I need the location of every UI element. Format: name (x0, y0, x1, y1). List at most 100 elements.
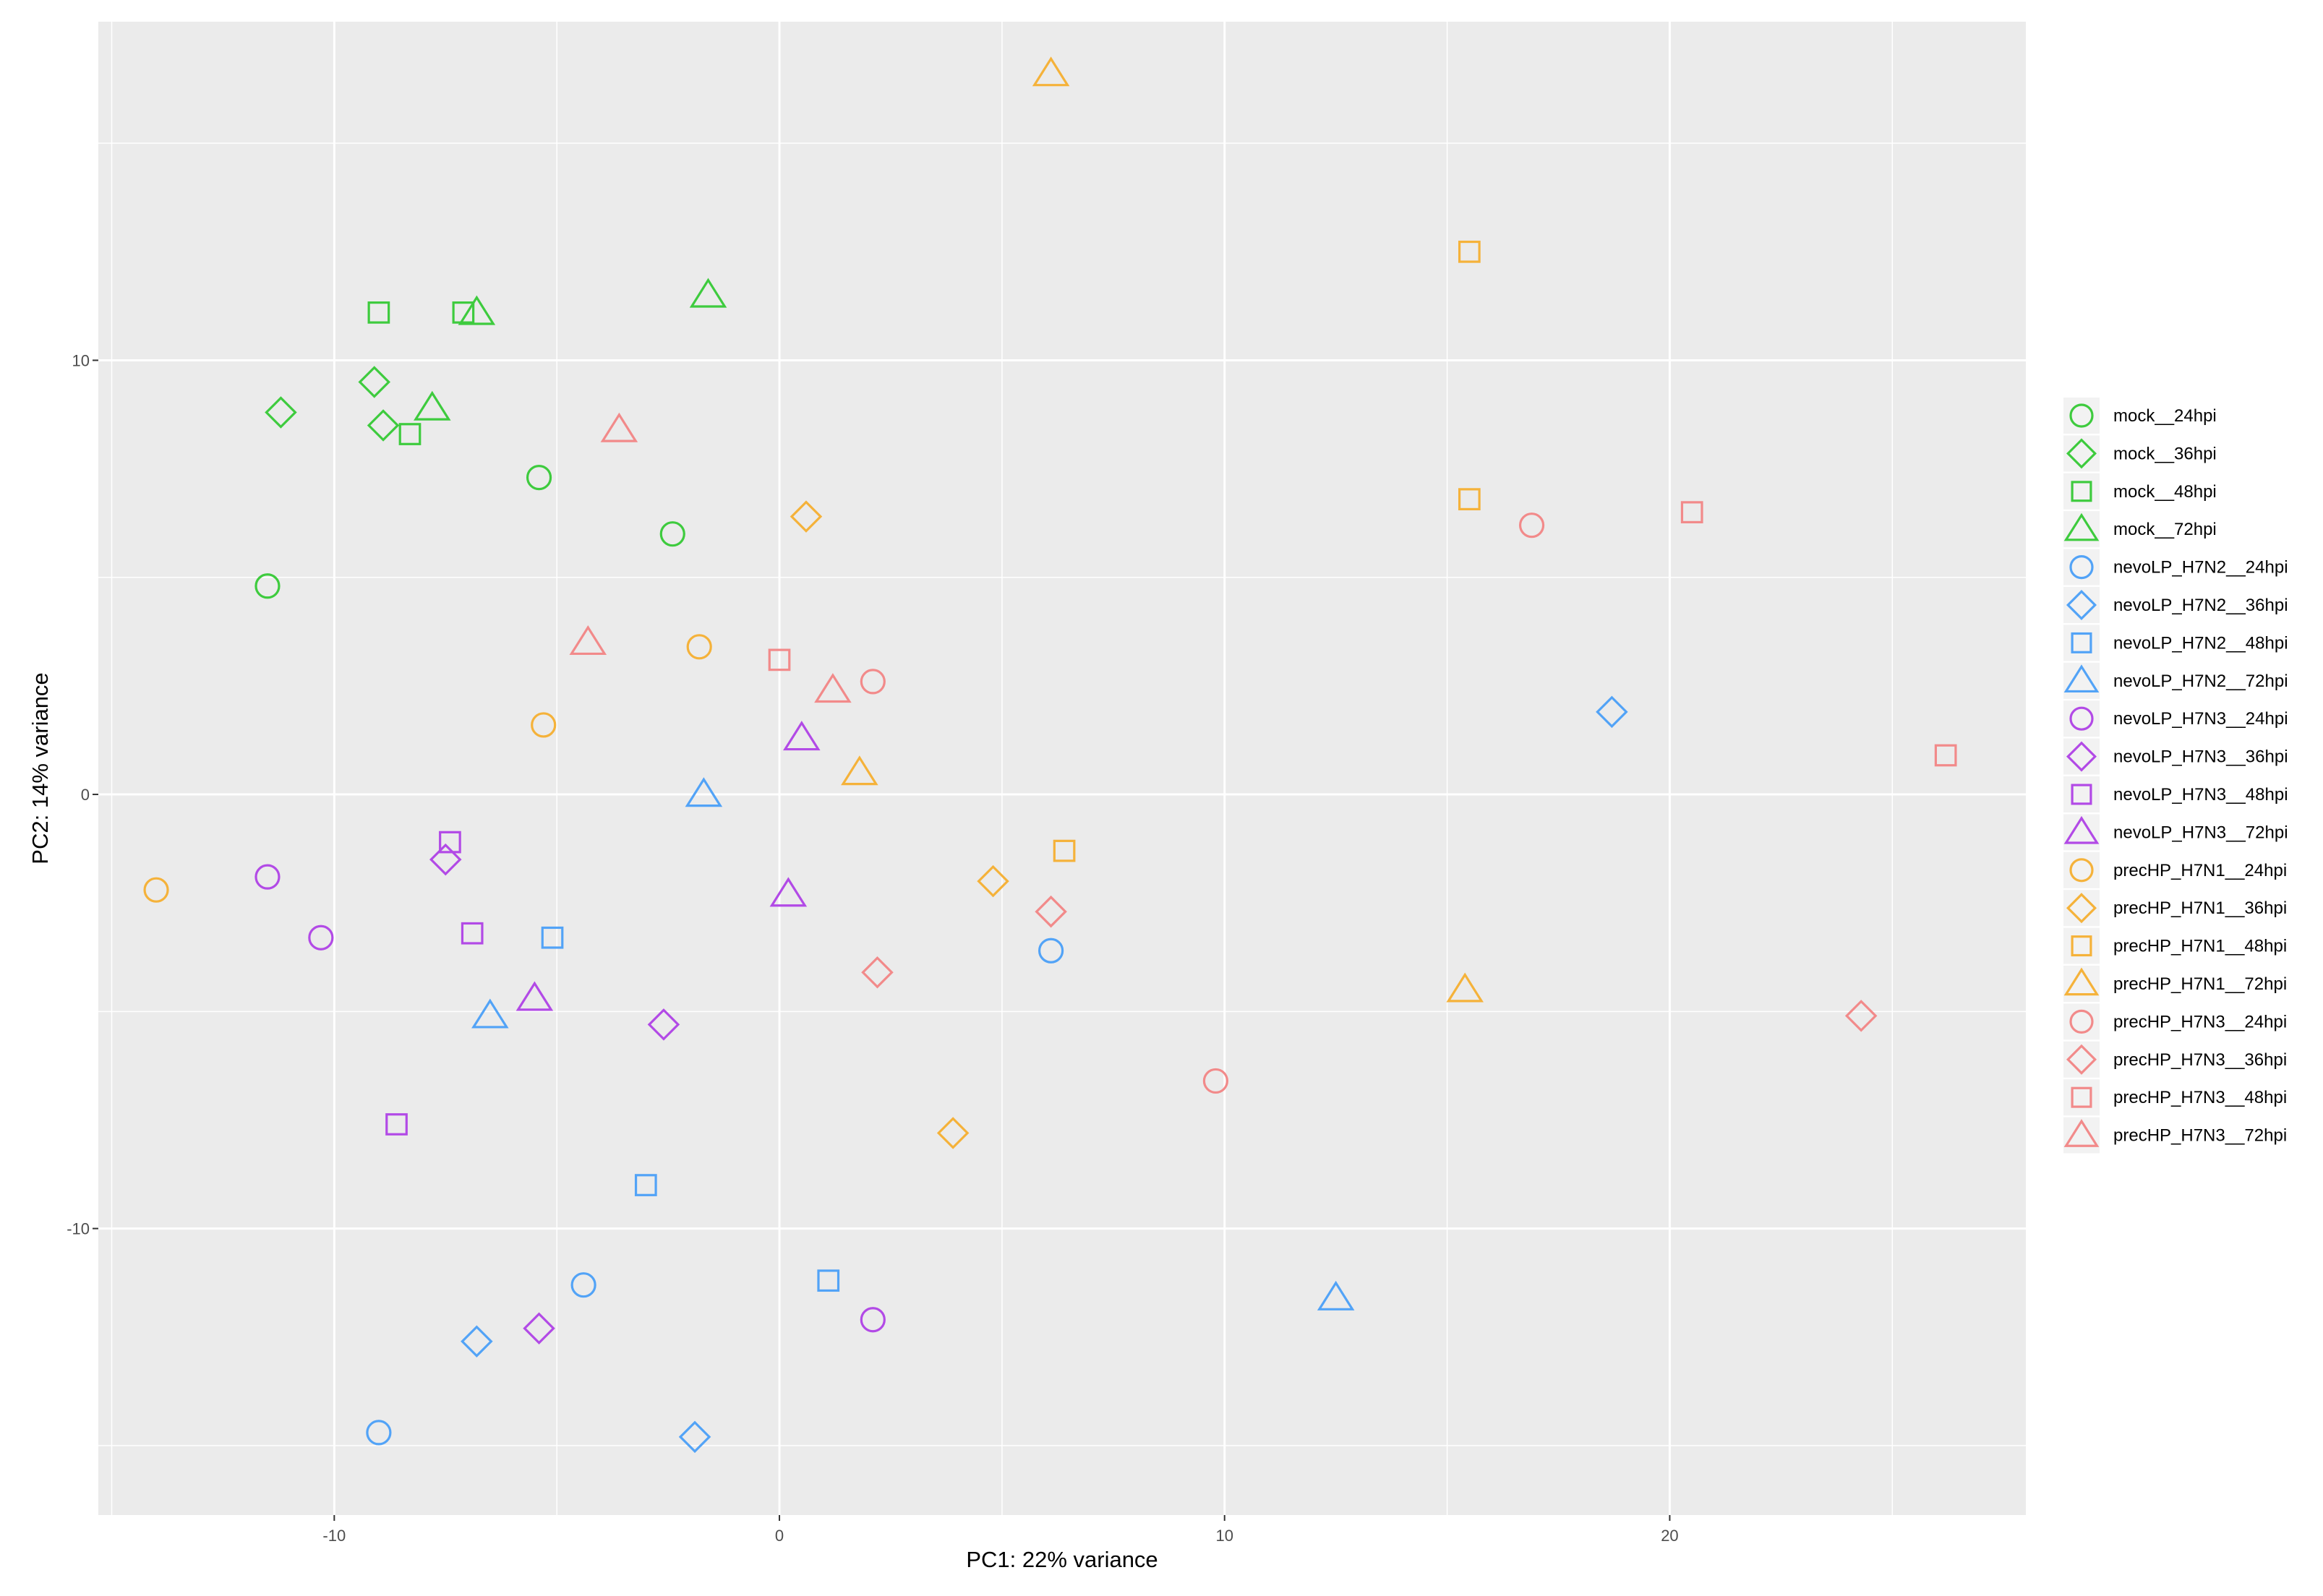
legend-label: precHP_H7N1__48hpi (2113, 937, 2287, 956)
point-circle (659, 521, 685, 547)
point-circle (308, 924, 334, 951)
point-diamond (678, 1420, 711, 1454)
y-axis-ticks: -10 0 10 (67, 351, 98, 1238)
legend-key (2063, 927, 2100, 964)
legend-triangle-icon (2063, 1119, 2100, 1147)
legend-triangle-icon (2063, 664, 2100, 693)
legend-square-icon (2071, 1086, 2092, 1108)
legend-label: precHP_H7N1__36hpi (2113, 898, 2287, 918)
point-diamond (367, 409, 400, 442)
point-circle (143, 877, 169, 903)
legend-diamond-icon (2066, 741, 2097, 772)
point-diamond (1035, 895, 1067, 928)
legend-key (2063, 1079, 2100, 1116)
legend-label: mock__24hpi (2113, 406, 2217, 426)
legend-label: precHP_H7N3__24hpi (2113, 1012, 2287, 1031)
point-triangle (569, 625, 607, 656)
legend: mock__24hpi mock__36hpi mock__48hpi mock__7… (2063, 398, 2288, 1154)
point-triangle (841, 755, 878, 786)
point-circle (860, 669, 886, 695)
legend-label: precHP_H7N3__72hpi (2113, 1126, 2287, 1146)
point-square (385, 1113, 408, 1136)
legend-label: precHP_H7N1__24hpi (2113, 861, 2287, 880)
point-triangle (600, 412, 638, 442)
point-circle (570, 1272, 596, 1298)
point-diamond (790, 500, 823, 533)
legend-circle-icon (2069, 858, 2094, 883)
point-circle (686, 634, 712, 660)
point-diamond (977, 864, 1009, 898)
legend-label: precHP_H7N3__48hpi (2113, 1088, 2287, 1107)
point-diamond (429, 843, 462, 876)
legend-key (2063, 851, 2100, 888)
x-tick-label: 20 (1661, 1527, 1678, 1545)
point-square (367, 301, 390, 324)
point-diamond (523, 1312, 555, 1345)
point-triangle (414, 390, 451, 421)
legend-diamond-icon (2066, 1044, 2097, 1075)
point-circle (254, 864, 281, 890)
point-diamond (461, 1325, 493, 1358)
point-triangle (471, 998, 509, 1029)
legend-diamond-icon (2066, 893, 2097, 924)
legend-circle-icon (2069, 554, 2094, 580)
legend-label: nevoLP_H7N3__72hpi (2113, 823, 2288, 842)
legend-label: nevoLP_H7N2__72hpi (2113, 672, 2288, 691)
point-square (541, 926, 564, 949)
point-diamond (1844, 1000, 1878, 1032)
legend-label: precHP_H7N1__72hpi (2113, 974, 2287, 994)
legend-label: precHP_H7N3__36hpi (2113, 1050, 2287, 1070)
legend-circle-icon (2069, 403, 2094, 428)
legend-key (2063, 549, 2100, 585)
grid-major (98, 22, 2026, 1515)
x-tick-label: -10 (322, 1527, 346, 1545)
point-square (634, 1174, 657, 1196)
legend-triangle-icon (2063, 967, 2100, 996)
point-diamond (647, 1008, 680, 1041)
x-axis-title: PC1: 22% variance (966, 1547, 1158, 1572)
point-diamond (358, 366, 390, 398)
point-square (768, 648, 791, 672)
legend-square-icon (2071, 632, 2092, 653)
legend-label: nevoLP_H7N2__36hpi (2113, 596, 2288, 615)
point-circle (526, 465, 552, 491)
point-triangle (814, 673, 852, 703)
point-circle (254, 573, 281, 599)
point-square (1680, 501, 1703, 524)
legend-circle-icon (2069, 706, 2094, 731)
point-triangle (783, 721, 821, 751)
point-circle (1518, 512, 1545, 539)
legend-circle-icon (2069, 1009, 2094, 1034)
legend-triangle-icon (2063, 512, 2100, 541)
point-circle (366, 1420, 392, 1446)
legend-key (2063, 1003, 2100, 1040)
point-triangle (515, 981, 554, 1011)
point-diamond (265, 396, 297, 429)
legend-label: nevoLP_H7N3__36hpi (2113, 747, 2288, 767)
grid-minor (98, 22, 2026, 1515)
plot-panel (98, 22, 2026, 1515)
point-circle (860, 1307, 886, 1333)
legend-triangle-icon (2063, 815, 2100, 844)
legend-key (2063, 473, 2100, 510)
point-diamond (861, 956, 894, 989)
legend-diamond-icon (2066, 589, 2097, 621)
point-square (1934, 744, 1957, 767)
point-square (461, 922, 484, 945)
point-square (439, 831, 461, 854)
legend-square-icon (2071, 935, 2092, 957)
x-axis-ticks: -10 0 10 20 (322, 1515, 1679, 1545)
legend-key (2063, 700, 2100, 737)
legend-label: nevoLP_H7N3__24hpi (2113, 709, 2288, 729)
legend-label: nevoLP_H7N2__24hpi (2113, 558, 2288, 578)
legend-square-icon (2071, 481, 2092, 502)
point-triangle (458, 295, 496, 325)
legend-diamond-icon (2066, 438, 2097, 469)
legend-square-icon (2071, 784, 2092, 805)
legend-label: mock__48hpi (2113, 482, 2217, 502)
point-triangle (1446, 972, 1484, 1003)
point-square (398, 423, 422, 445)
point-circle (1202, 1068, 1229, 1094)
point-square (1458, 240, 1481, 263)
